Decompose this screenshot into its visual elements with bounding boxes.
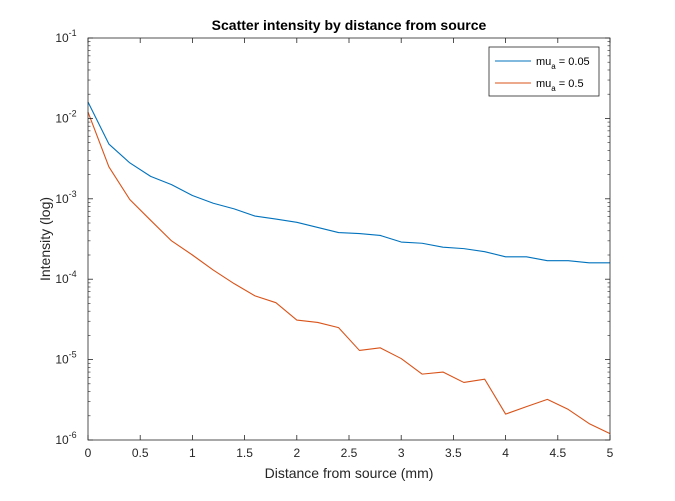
- x-tick-label: 2.5: [341, 446, 358, 460]
- x-tick-label: 3.5: [445, 446, 462, 460]
- x-tick-label: 2: [293, 446, 300, 460]
- x-tick-label: 5: [607, 446, 614, 460]
- legend-box: [488, 46, 600, 97]
- y-tick-label: 10-4: [55, 269, 76, 286]
- legend-label-1: mua = 0.05: [536, 56, 590, 71]
- y-tick-label: 10-1: [55, 28, 76, 45]
- y-tick-label: 10-3: [55, 189, 76, 206]
- series-line-2: [87, 111, 611, 435]
- x-axis-label: Distance from source (mm): [265, 465, 434, 481]
- x-tick-label: 1: [189, 446, 196, 460]
- x-tick-label: 3: [398, 446, 405, 460]
- y-tick-label: 10-6: [55, 430, 76, 447]
- x-tick-label: 4: [502, 446, 509, 460]
- x-tick-label: 0: [85, 446, 92, 460]
- legend: mua = 0.05 mua = 0.5: [488, 46, 600, 97]
- axes-layer: 0 0.5 1 1.5 2 2.5 3 3.5 4 4.5 5 10-6 10-5 10-4 10-3 10-…: [55, 28, 613, 460]
- plot-area: [88, 38, 610, 440]
- y-tick-label: 10-2: [55, 108, 76, 125]
- legend-label-2: mua = 0.5: [536, 78, 584, 93]
- series-line-1: [87, 101, 610, 264]
- y-tick-label: 10-5: [55, 350, 76, 367]
- series-layer: [87, 101, 611, 435]
- x-tick-label: 0.5: [132, 446, 149, 460]
- x-tick-label: 1.5: [236, 446, 253, 460]
- y-axis-label: Intensity (log): [37, 197, 53, 281]
- x-tick-label: 4.5: [549, 446, 566, 460]
- chart-title: Scatter intensity by distance from sourc…: [212, 17, 487, 33]
